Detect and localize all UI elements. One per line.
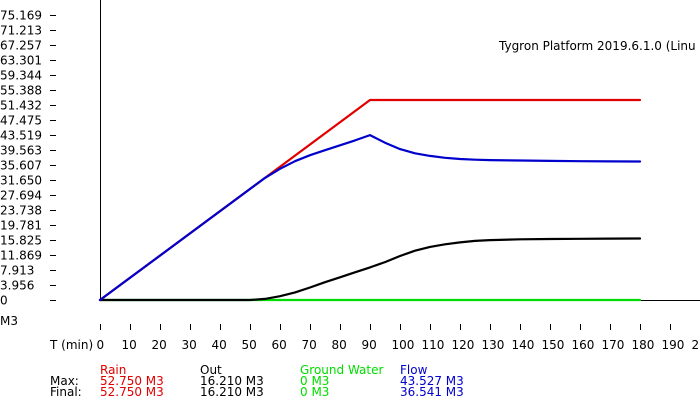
- x-tick-label: 170: [602, 338, 625, 352]
- plot-series: [98, 98, 642, 302]
- x-tick-label: 40: [212, 338, 227, 352]
- legend-final-label: Final:: [50, 385, 82, 399]
- legend-rain-max: 52.750 M3: [100, 374, 164, 388]
- y-tick-label: 39.563: [0, 144, 42, 158]
- y-tick-label: 35.607: [0, 159, 42, 173]
- x-tick-label: 180: [632, 338, 655, 352]
- x-tick-label: 120: [452, 338, 475, 352]
- legend: Rain Out Ground Water Flow Max: 52.750 M…: [50, 363, 490, 399]
- y-tick-label: 67.257: [0, 39, 42, 53]
- x-tick-label: 10: [122, 338, 137, 352]
- legend-max-label: Max:: [50, 374, 79, 388]
- x-tick-label: 110: [422, 338, 445, 352]
- y-tick-label: 43.519: [0, 129, 42, 143]
- rain-series-line: [98, 98, 642, 302]
- flow-series-line: [98, 134, 642, 302]
- legend-ground-water-name: Ground Water: [300, 363, 384, 377]
- legend-flow-max: 43.527 M3: [400, 374, 464, 388]
- legend-rain-name: Rain: [100, 363, 127, 377]
- y-tick-label: 47.475: [0, 114, 42, 128]
- y-tick-label: 31.650: [0, 174, 42, 188]
- legend-out-final: 16.210 M3: [200, 385, 264, 399]
- x-tick-label: 50: [242, 338, 257, 352]
- y-tick-label: 55.388: [0, 84, 42, 98]
- legend-max-row: Max: 52.750 M3 16.210 M3 0 M3 43.527 M3: [50, 374, 490, 388]
- legend-ground-water-final: 0 M3: [300, 385, 330, 399]
- y-axis: 75.16971.21367.25763.30159.34455.38851.4…: [0, 0, 101, 308]
- x-tick-label: 90: [362, 338, 377, 352]
- y-tick-label: 0: [0, 294, 8, 308]
- x-tick-label: 200: [692, 338, 700, 352]
- x-axis: 0 10 20 30 40 50 60 70 80 90 100 110 120 130 140 150 160…: [97, 300, 700, 352]
- legend-flow-final: 36.541 M3: [400, 385, 464, 399]
- x-tick-label: 100: [392, 338, 415, 352]
- platform-label: Tygron Platform 2019.6.1.0 (Linu: [498, 39, 696, 53]
- legend-flow-name: Flow: [400, 363, 428, 377]
- legend-header-row: Rain Out Ground Water Flow: [50, 363, 490, 377]
- x-tick-label: 30: [182, 338, 197, 352]
- x-tick-label: 60: [272, 338, 287, 352]
- y-tick-label: 75.169: [0, 9, 42, 23]
- legend-final-row: Final: 52.750 M3 16.210 M3 0 M3 36.541 M…: [50, 385, 490, 399]
- out-series-line: [98, 237, 642, 302]
- y-tick-label: 63.301: [0, 54, 42, 68]
- y-tick-label: 7.913: [0, 264, 34, 278]
- y-tick-label: 27.694: [0, 189, 42, 203]
- y-tick-label: 19.781: [0, 219, 42, 233]
- y-tick-label: 51.432: [0, 99, 42, 113]
- x-tick-label: 190: [662, 338, 685, 352]
- y-tick-label: 11.869: [0, 249, 42, 263]
- y-tick-label: 59.344: [0, 69, 42, 83]
- legend-ground-water-max: 0 M3: [300, 374, 330, 388]
- x-tick-label: 80: [332, 338, 347, 352]
- y-tick-label: 23.738: [0, 204, 42, 218]
- legend-rain-final: 52.750 M3: [100, 385, 164, 399]
- x-tick-label: 0: [97, 338, 105, 352]
- x-tick-label: 150: [542, 338, 565, 352]
- y-tick-label: 3.956: [0, 279, 34, 293]
- x-tick-label: 70: [302, 338, 317, 352]
- legend-out-max: 16.210 M3: [200, 374, 264, 388]
- x-tick-label: 160: [572, 338, 595, 352]
- y-tick-label: 71.213: [0, 24, 42, 38]
- x-tick-label: 130: [482, 338, 505, 352]
- x-tick-label: 20: [152, 338, 167, 352]
- x-tick-label: 140: [512, 338, 535, 352]
- legend-out-name: Out: [200, 363, 222, 377]
- y-tick-label: 15.825: [0, 234, 42, 248]
- y-unit-label: M3: [0, 314, 18, 328]
- x-axis-label: T (min): [49, 338, 93, 352]
